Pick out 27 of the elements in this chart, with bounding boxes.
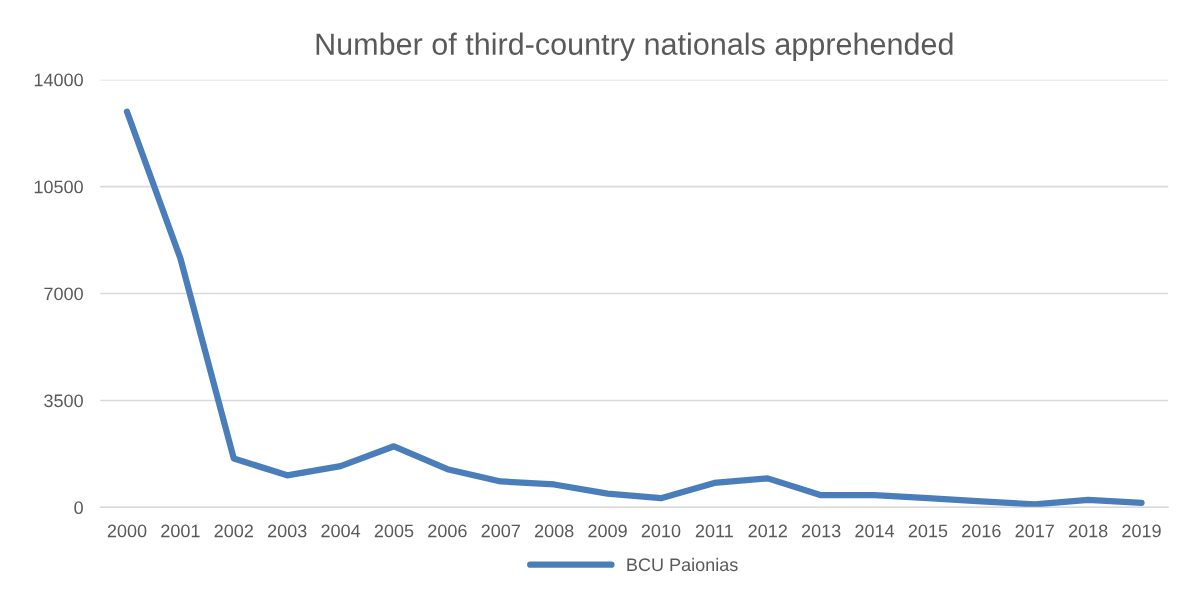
x-tick-label: 2005 (374, 524, 414, 538)
x-tick-label: 2000 (107, 524, 147, 538)
y-tick-label: 10500 (34, 180, 83, 194)
y-tick-label: 14000 (34, 73, 83, 87)
x-tick-label: 2014 (855, 524, 895, 538)
x-tick-label: 2001 (161, 524, 200, 538)
x-tick-label: 2018 (1068, 524, 1108, 538)
x-tick-label: 2019 (1122, 524, 1161, 538)
x-tick-label: 2013 (801, 524, 841, 538)
x-tick-label: 2006 (428, 524, 467, 538)
x-tick-label: 2012 (748, 524, 787, 538)
x-tick-label: 2009 (588, 524, 627, 538)
x-tick-label: 2002 (214, 524, 253, 538)
x-tick-label: 2015 (908, 524, 948, 538)
chart-title: Number of third-country nationals apprehended (316, 32, 953, 61)
x-tick-label: 2004 (321, 524, 361, 538)
x-tick-label: 2016 (962, 524, 1001, 538)
y-tick-label: 3500 (44, 394, 83, 408)
x-tick-label: 2011 (695, 524, 733, 538)
legend-label: BCU Paionias (627, 557, 738, 572)
x-tick-label: 2010 (641, 524, 681, 538)
x-tick-label: 2003 (268, 524, 307, 538)
x-tick-label: 2008 (534, 524, 574, 538)
y-tick-label: 7000 (44, 287, 83, 301)
y-tick-label: 0 (74, 501, 83, 515)
x-tick-label: 2007 (481, 524, 520, 538)
x-tick-label: 2017 (1015, 524, 1054, 538)
